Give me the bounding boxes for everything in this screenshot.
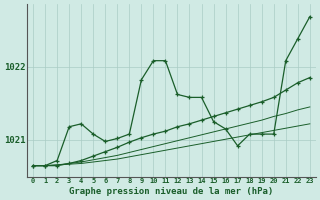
X-axis label: Graphe pression niveau de la mer (hPa): Graphe pression niveau de la mer (hPa) — [69, 187, 274, 196]
